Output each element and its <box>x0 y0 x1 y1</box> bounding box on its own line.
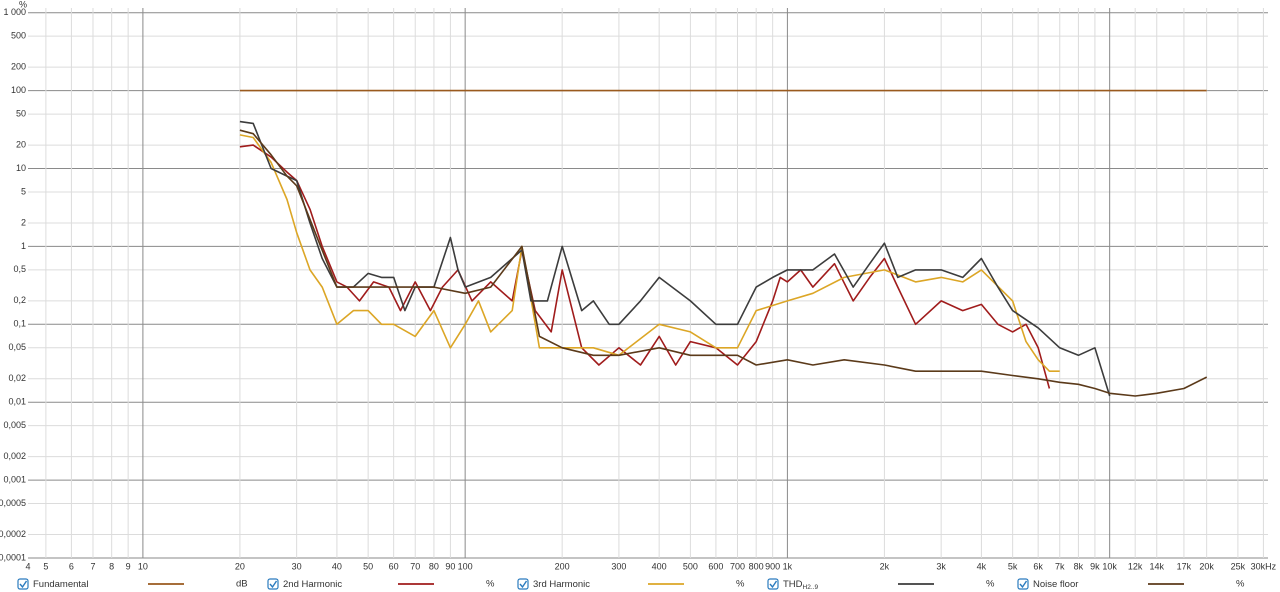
x-tick-label: 800 <box>749 561 764 571</box>
legend-name: 2nd Harmonic <box>283 579 342 590</box>
series-line <box>239 134 1060 372</box>
legend-item[interactable]: Fundamental dB <box>17 578 248 590</box>
x-tick-label: 7k <box>1055 561 1065 571</box>
x-tick-label: 400 <box>652 561 667 571</box>
x-tick-label: 8 <box>109 561 114 571</box>
legend-name: Fundamental <box>33 579 88 590</box>
y-tick-label: 0,1 <box>13 319 26 329</box>
legend-name: Noise floor <box>1033 579 1078 590</box>
x-tick-label: 70 <box>410 561 420 571</box>
checkmark <box>519 580 528 589</box>
series-line <box>239 129 1208 397</box>
y-tick-label: 0,001 <box>3 474 26 484</box>
x-tick-label: 9k <box>1090 561 1100 571</box>
x-tick-label: 600 <box>708 561 723 571</box>
x-tick-label: 200 <box>555 561 570 571</box>
y-tick-label: 100 <box>11 85 26 95</box>
legend-name: THD <box>783 579 803 590</box>
legend-label: 2nd Harmonic <box>283 579 342 590</box>
x-tick-label: 4 <box>25 561 30 571</box>
y-tick-label: 0,01 <box>8 397 26 407</box>
checkmark <box>19 580 28 589</box>
series-line <box>239 120 1111 397</box>
legend-item[interactable]: 3rd Harmonic% <box>517 578 745 590</box>
y-tick-label: 0,002 <box>3 451 26 461</box>
x-tick-label: 90 <box>445 561 455 571</box>
x-tick-label: 700 <box>730 561 745 571</box>
y-tick-label: 0,0002 <box>0 529 26 539</box>
x-tick-label: 300 <box>611 561 626 571</box>
checkmark <box>269 580 278 589</box>
x-tick-label: 10 <box>138 561 148 571</box>
legend-unit: % <box>486 579 495 590</box>
x-tick-label: 3k <box>936 561 946 571</box>
x-tick-label: 500 <box>683 561 698 571</box>
x-tick-label: 40 <box>332 561 342 571</box>
y-tick-label: 500 <box>11 31 26 41</box>
y-tick-label: 50 <box>16 108 26 118</box>
legend-label: THDH2..9 <box>783 579 818 591</box>
y-tick-label: 10 <box>16 163 26 173</box>
x-tick-label: 30kHz <box>1251 561 1277 571</box>
series-line <box>239 144 1051 389</box>
x-tick-label: 900 <box>765 561 780 571</box>
x-tick-label: 20k <box>1199 561 1214 571</box>
legend-label: Fundamental <box>33 579 88 590</box>
x-tick-label: 80 <box>429 561 439 571</box>
x-tick-label: 9 <box>126 561 131 571</box>
x-tick-label: 100 <box>458 561 473 571</box>
legend-subscript: H2..9 <box>803 584 819 591</box>
x-tick-label: 2k <box>880 561 890 571</box>
x-tick-label: 10k <box>1102 561 1117 571</box>
legend-unit: % <box>736 579 745 590</box>
y-tick-label: 1 000 <box>3 7 26 17</box>
x-tick-label: 25k <box>1231 561 1246 571</box>
y-tick-label: 0,2 <box>13 295 26 305</box>
x-tick-label: 4k <box>977 561 987 571</box>
y-tick-label: 20 <box>16 139 26 149</box>
legend-label: Noise floor <box>1033 579 1078 590</box>
legend-unit: % <box>986 579 995 590</box>
legend-unit: % <box>1236 579 1245 590</box>
legend-item[interactable]: 2nd Harmonic% <box>267 578 495 590</box>
x-tick-label: 17k <box>1177 561 1192 571</box>
y-tick-label: 200 <box>11 62 26 72</box>
x-tick-label: 5k <box>1008 561 1018 571</box>
x-tick-label: 50 <box>363 561 373 571</box>
y-tick-label: 0,005 <box>3 420 26 430</box>
x-tick-label: 20 <box>235 561 245 571</box>
y-tick-label: 5 <box>21 186 26 196</box>
x-tick-label: 14k <box>1149 561 1164 571</box>
x-tick-label: 30 <box>292 561 302 571</box>
legend-item[interactable]: THDH2..9% <box>767 578 995 591</box>
x-tick-label: 5 <box>43 561 48 571</box>
legend-label: 3rd Harmonic <box>533 579 590 590</box>
x-tick-label: 6 <box>69 561 74 571</box>
y-tick-label: 1 <box>21 241 26 251</box>
legend-name: 3rd Harmonic <box>533 579 590 590</box>
y-tick-label: 0,0005 <box>0 498 26 508</box>
y-tick-label: 0,0001 <box>0 552 26 562</box>
legend-unit: dB <box>236 579 248 590</box>
y-tick-label: 0,05 <box>8 342 26 352</box>
y-tick-label: 2 <box>21 217 26 227</box>
x-tick-label: 7 <box>90 561 95 571</box>
y-tick-label: 0,5 <box>13 264 26 274</box>
legend-item[interactable]: Noise floor% <box>1017 578 1245 590</box>
x-tick-label: 8k <box>1074 561 1084 571</box>
x-tick-label: 12k <box>1128 561 1143 571</box>
y-axis-label: % <box>19 0 27 9</box>
checkmark <box>769 580 778 589</box>
checkmark <box>1019 580 1028 589</box>
y-tick-label: 0,02 <box>8 373 26 383</box>
x-tick-label: 6k <box>1033 561 1043 571</box>
x-tick-label: 60 <box>389 561 399 571</box>
x-tick-label: 1k <box>783 561 793 571</box>
